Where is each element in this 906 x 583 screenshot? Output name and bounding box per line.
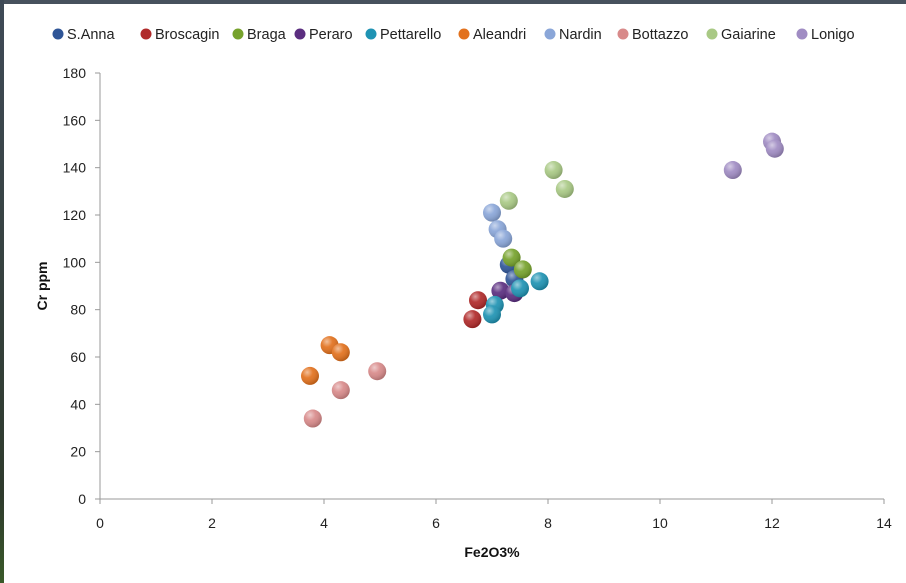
y-tick-label: 20 — [70, 444, 86, 460]
legend-marker — [52, 28, 64, 40]
x-tick-label: 8 — [544, 515, 552, 531]
legend-marker — [706, 28, 718, 40]
y-tick-label: 120 — [63, 207, 87, 223]
data-point — [765, 139, 784, 158]
y-tick-label: 60 — [70, 349, 86, 365]
data-point — [544, 161, 563, 180]
legend-item: Lonigo — [796, 27, 855, 43]
legend-label: Broscagin — [155, 27, 219, 43]
legend-label: Lonigo — [811, 27, 855, 43]
data-point — [502, 248, 521, 267]
x-tick-label: 12 — [764, 515, 780, 531]
legend-item: S.Anna — [52, 27, 115, 43]
data-point — [463, 310, 482, 329]
chart-frame — [4, 4, 906, 583]
legend-label: Peraro — [309, 27, 353, 43]
y-tick-label: 160 — [63, 112, 87, 128]
data-point — [469, 291, 487, 310]
y-tick-label: 100 — [63, 254, 87, 270]
data-point — [494, 229, 513, 248]
data-points — [301, 132, 784, 428]
legend-label: Gaiarine — [721, 27, 776, 43]
data-point — [491, 281, 510, 300]
data-point — [499, 191, 518, 210]
data-point — [555, 179, 574, 198]
data-point — [301, 366, 319, 385]
window-left-edge — [0, 0, 4, 583]
legend-marker — [365, 28, 377, 40]
y-tick-label: 140 — [63, 160, 87, 176]
legend-marker — [458, 28, 470, 40]
data-point — [483, 305, 501, 324]
y-tick-label: 40 — [70, 396, 86, 412]
data-point — [513, 260, 532, 279]
x-tick-label: 2 — [208, 515, 216, 531]
x-tick-label: 10 — [652, 515, 668, 531]
x-tick-label: 6 — [432, 515, 440, 531]
x-axis-title: Fe2O3% — [464, 544, 520, 560]
x-axis-ticks: 0 2 4 6 8 10 12 14 — [96, 499, 892, 531]
y-axis-ticks: 0 20 40 60 80 100 120 140 160 180 — [63, 65, 100, 507]
data-point — [303, 409, 322, 428]
data-point — [723, 161, 742, 180]
data-point — [511, 279, 529, 298]
legend-marker — [796, 28, 808, 40]
y-tick-label: 0 — [78, 491, 86, 507]
legend-label: S.Anna — [67, 27, 115, 43]
data-point — [530, 272, 549, 291]
x-tick-label: 0 — [96, 515, 104, 531]
data-point — [331, 343, 350, 362]
legend-item: Peraro — [294, 27, 353, 43]
data-point — [368, 362, 387, 381]
legend-marker — [617, 28, 629, 40]
legend-item: Nardin — [544, 27, 602, 43]
legend-marker — [140, 28, 152, 40]
y-axis-title: Cr ppm — [34, 262, 50, 311]
legend-item: Braga — [232, 27, 287, 43]
legend: S.Anna Broscagin Braga Peraro Pettarello Alea… — [52, 27, 855, 43]
legend-marker — [294, 28, 306, 40]
x-tick-label: 14 — [876, 515, 892, 531]
data-point — [331, 381, 350, 400]
legend-item: Bottazzo — [617, 27, 688, 43]
legend-item: Broscagin — [140, 27, 219, 43]
legend-label: Pettarello — [380, 27, 441, 43]
legend-marker — [232, 28, 244, 40]
legend-label: Nardin — [559, 27, 602, 43]
legend-item: Gaiarine — [706, 27, 776, 43]
legend-item: Pettarello — [365, 27, 441, 43]
x-tick-label: 4 — [320, 515, 328, 531]
window-top-edge — [0, 0, 906, 4]
legend-label: Braga — [247, 27, 287, 43]
y-tick-label: 180 — [63, 65, 87, 81]
y-tick-label: 80 — [70, 302, 86, 318]
legend-label: Aleandri — [473, 27, 526, 43]
data-point — [483, 203, 501, 222]
legend-item: Aleandri — [458, 27, 526, 43]
legend-marker — [544, 28, 556, 40]
legend-label: Bottazzo — [632, 27, 688, 43]
